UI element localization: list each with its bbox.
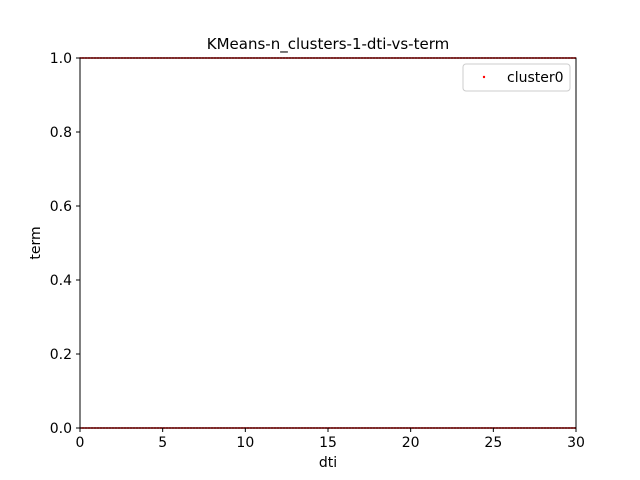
y-tick-label: 1.0 bbox=[50, 51, 72, 67]
x-tick-label: 10 bbox=[236, 435, 254, 451]
legend-label-cluster0: cluster0 bbox=[507, 70, 564, 86]
y-tick-label: 0.0 bbox=[50, 421, 72, 437]
legend-marker-cluster0 bbox=[482, 75, 486, 79]
legend-box bbox=[462, 63, 571, 92]
chart-title: KMeans-n_clusters-1-dti-vs-term bbox=[207, 35, 449, 54]
x-axis-label: dti bbox=[319, 455, 337, 471]
x-tick-label: 30 bbox=[567, 435, 585, 451]
x-tick-label: 0 bbox=[76, 435, 85, 451]
y-tick-label: 0.2 bbox=[50, 347, 72, 363]
y-axis-label: term bbox=[28, 226, 44, 259]
x-tick-label: 20 bbox=[402, 435, 420, 451]
x-tick-label: 5 bbox=[158, 435, 167, 451]
y-axis: 0.0 0.2 0.4 0.6 0.8 1.0 bbox=[50, 51, 80, 437]
y-tick-label: 0.6 bbox=[50, 199, 72, 215]
x-axis: 0 5 10 15 20 25 30 bbox=[76, 428, 585, 451]
x-tick-label: 15 bbox=[319, 435, 337, 451]
legend: cluster0 bbox=[462, 63, 571, 92]
y-tick-label: 0.4 bbox=[50, 273, 72, 289]
x-tick-label: 25 bbox=[484, 435, 502, 451]
y-tick-label: 0.8 bbox=[50, 125, 72, 141]
